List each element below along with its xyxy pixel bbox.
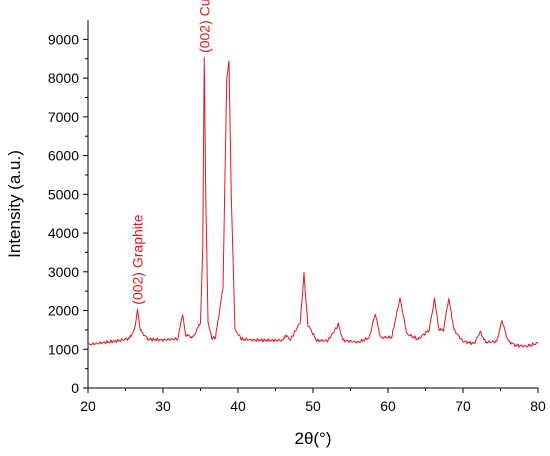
series-line-0 <box>87 57 539 348</box>
y-tick-label: 7000 <box>48 109 79 125</box>
peak-annotation-1: (002) CuO <box>196 0 212 53</box>
y-axis-title: Intensity (a.u.) <box>5 150 24 258</box>
y-tick-label: 5000 <box>48 186 79 202</box>
y-tick-label: 1000 <box>48 341 79 357</box>
y-tick-label: 2000 <box>48 303 79 319</box>
y-axis: 0 1000 2000 3000 4000 5000 6000 7000 8000 9000 <box>48 31 88 396</box>
y-tick-label: 0 <box>71 380 79 396</box>
series-layer <box>87 57 539 348</box>
x-tick-label: 60 <box>380 398 396 414</box>
x-tick-label: 70 <box>455 398 471 414</box>
y-tick-label: 4000 <box>48 225 79 241</box>
peak-annotation-0: (002) Graphite <box>130 214 146 304</box>
y-tick-label: 6000 <box>48 148 79 164</box>
x-tick-label: 80 <box>530 398 546 414</box>
x-tick-label: 30 <box>155 398 171 414</box>
x-tick-label: 20 <box>80 398 96 414</box>
x-axis-title: 2θ(°) <box>294 429 331 448</box>
plot-frame <box>87 20 538 389</box>
y-tick-label: 8000 <box>48 70 79 86</box>
x-tick-label: 50 <box>305 398 321 414</box>
x-tick-label: 40 <box>230 398 246 414</box>
annotation-layer: (002) Graphite (002) CuO <box>130 0 213 305</box>
y-tick-label: 3000 <box>48 264 79 280</box>
x-axis: 20 30 40 50 60 70 80 <box>80 388 546 414</box>
y-tick-label: 9000 <box>48 31 79 47</box>
